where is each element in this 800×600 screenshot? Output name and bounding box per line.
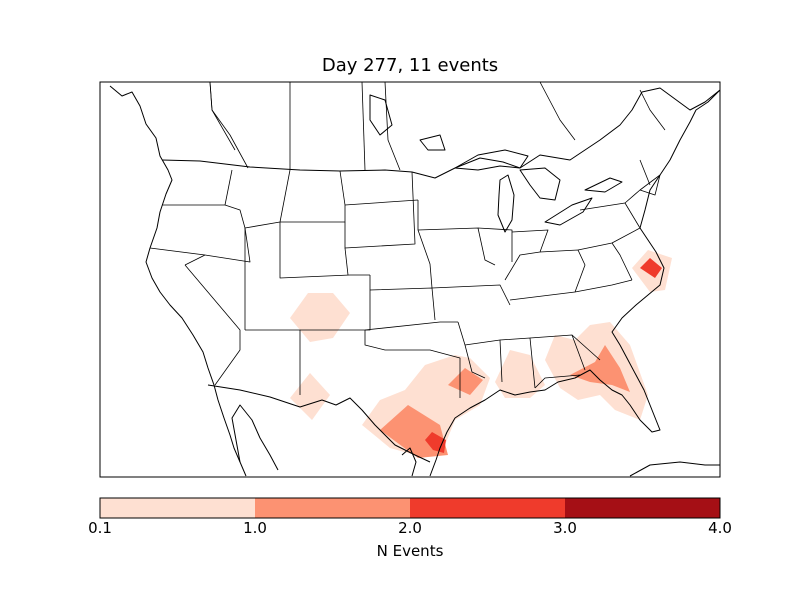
- atlantic-coastline: [429, 89, 721, 477]
- canadian-lake-1: [369, 94, 393, 136]
- map-border: [99, 81, 721, 478]
- colorbar: [99, 497, 721, 519]
- hotspot-north-florida: [570, 345, 630, 392]
- lake-ontario: [584, 177, 623, 193]
- province-borders: [209, 81, 666, 171]
- lake-superior: [454, 149, 529, 171]
- cuba-coast: [629, 461, 720, 477]
- colorbar-border: [99, 497, 721, 519]
- gulf-of-california-coast: [231, 404, 279, 471]
- map-title: Day 277, 11 events: [321, 55, 499, 76]
- colorbar-tick-label: 0.1: [88, 519, 112, 537]
- hotspot-southern-new-mexico: [290, 373, 330, 420]
- colorbar-segment: [565, 498, 720, 518]
- lake-huron: [519, 167, 561, 201]
- colorbar-segment: [255, 498, 410, 518]
- colorbar-label: N Events: [376, 542, 444, 560]
- colorbar-tick-label: 3.0: [553, 519, 577, 537]
- lake-michigan: [497, 174, 515, 233]
- mexico-border: [207, 384, 431, 463]
- northeast-border: [519, 87, 721, 169]
- hotspot-houston-coast: [425, 432, 446, 453]
- mexico-gulf-coast: [401, 447, 417, 477]
- lake-erie: [544, 197, 593, 226]
- colorbar-tick-label: 1.0: [243, 519, 267, 537]
- canadian-lake-2: [419, 134, 446, 151]
- hotspot-chesapeake-bay: [640, 258, 662, 278]
- colorbar-tick-label: 2.0: [398, 519, 422, 537]
- pacific-coastline: [109, 85, 247, 477]
- colorbar-segment: [410, 498, 565, 518]
- colorbar-tick-label: 4.0: [708, 519, 732, 537]
- hotspot-north-louisiana: [448, 368, 483, 395]
- colorbar-segment: [100, 498, 255, 518]
- state-borders: [149, 81, 661, 398]
- canada-us-border: [161, 157, 521, 179]
- map-boundaries: [109, 81, 721, 477]
